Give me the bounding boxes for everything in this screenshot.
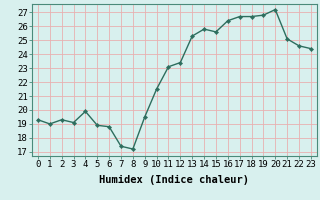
X-axis label: Humidex (Indice chaleur): Humidex (Indice chaleur) <box>100 175 249 185</box>
